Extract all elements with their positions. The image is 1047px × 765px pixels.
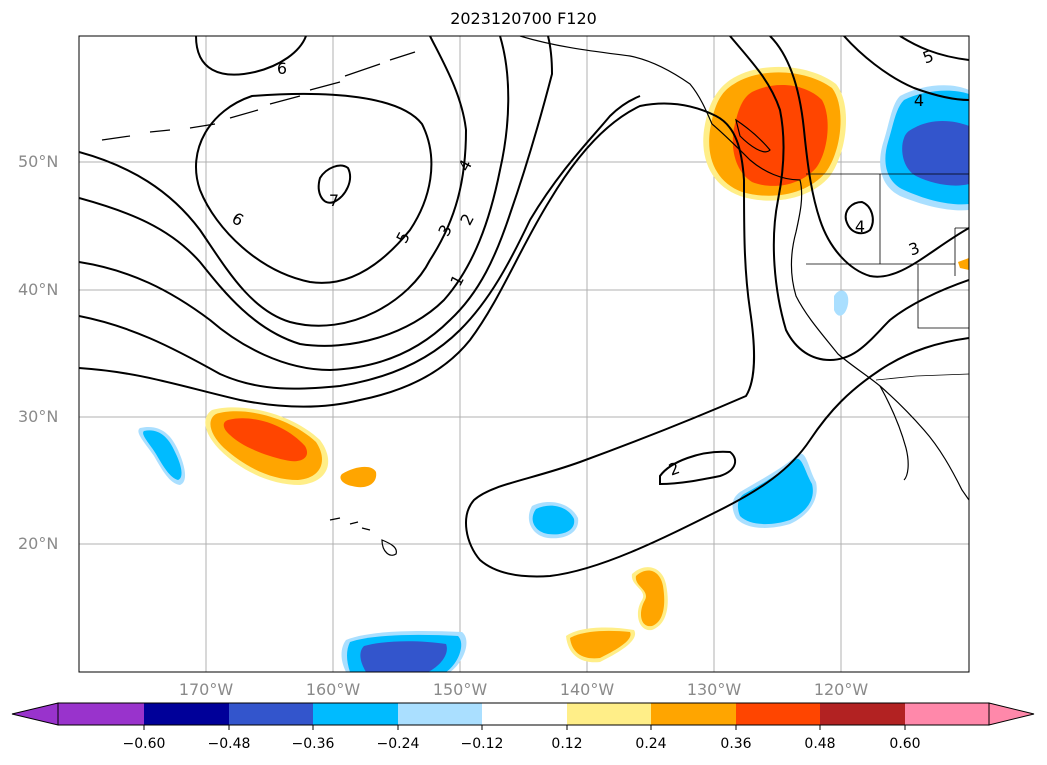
- colorbar-bin-highest: [905, 703, 989, 725]
- us-mexico-border: [875, 373, 969, 381]
- warm-anomaly-small: [340, 466, 377, 488]
- contour-1: [79, 102, 969, 578]
- west-coast: [711, 123, 969, 501]
- contour-4-north: [843, 36, 969, 101]
- baja-peninsula: [879, 385, 909, 481]
- lon-label-160w: 160°W: [305, 680, 361, 699]
- colorbar-bin-2: [229, 703, 313, 725]
- warm-anomaly-south1-core: [570, 630, 631, 659]
- anomaly-fills: [138, 66, 969, 672]
- colorbar-label: −0.24: [376, 736, 420, 752]
- colorbar-bin-1: [144, 703, 229, 725]
- lon-label-150w: 150°W: [432, 680, 488, 699]
- warm-anomaly-west-peak: [223, 418, 308, 462]
- lat-label-40n: 40°N: [18, 280, 59, 299]
- colorbar-label: 0.36: [720, 736, 752, 752]
- aleutian-islands: [101, 51, 416, 141]
- colorbar-label: −0.36: [291, 736, 335, 752]
- map-frame: [78, 35, 970, 673]
- contour-2-east: [729, 36, 969, 362]
- colorbar-label: 0.24: [635, 736, 667, 752]
- lat-label-20n: 20°N: [18, 534, 59, 553]
- colorbar-extend-low: [11, 702, 59, 726]
- colorbar-label: −0.12: [460, 736, 504, 752]
- cold-anomaly-south-peak: [360, 641, 447, 672]
- borders: [806, 173, 969, 381]
- lon-label-120w: 120°W: [813, 680, 869, 699]
- colorbar-label: −0.60: [122, 736, 166, 752]
- contour-6-west: [195, 36, 307, 76]
- cold-anomaly-east-core: [737, 458, 813, 525]
- hawaii-islands: [329, 517, 397, 556]
- colorbar-frame: [57, 702, 990, 726]
- contour-2: [79, 95, 641, 390]
- colorbar-bin-4: [398, 703, 482, 725]
- lat-label-50n: 50°N: [18, 152, 59, 171]
- map-title: 2023120700 F120: [450, 9, 597, 28]
- warm-anomaly-edge: [958, 258, 969, 270]
- contours: [79, 36, 969, 578]
- colorbar-bin-6: [567, 703, 651, 725]
- contour-6-main: [195, 92, 433, 284]
- colorbar-bin-5: [482, 703, 567, 725]
- lon-label-130w: 130°W: [686, 680, 742, 699]
- alaska-coast: [519, 36, 713, 125]
- contour-label-4-north: 4: [914, 91, 924, 110]
- colorbar-extend-high: [988, 702, 1035, 726]
- colorbar-bin-3: [313, 703, 398, 725]
- contour-3-east: [769, 36, 969, 278]
- cold-anomaly-canada-peak: [902, 121, 969, 186]
- contour-7: [317, 164, 352, 204]
- contour-4: [79, 36, 510, 347]
- contour-5-north: [899, 36, 969, 61]
- colorbar-bin-7: [651, 703, 736, 725]
- colorbar-label: −0.48: [207, 736, 251, 752]
- vancouver-island: [735, 118, 771, 153]
- colorbar: [11, 702, 1035, 730]
- state-line-3: [917, 264, 969, 329]
- contour-label-4-east: 4: [855, 217, 865, 236]
- colorbar-label: 0.48: [804, 736, 836, 752]
- lon-label-140w: 140°W: [559, 680, 615, 699]
- contour-4-east: [844, 200, 874, 235]
- warm-anomaly-south2-core: [635, 570, 665, 627]
- colorbar-bin-lowest: [58, 703, 144, 725]
- contour-3: [79, 36, 554, 372]
- cold-anomaly-central-core: [532, 505, 575, 535]
- colorbar-bin-9: [820, 703, 905, 725]
- colorbar-ticks: [143, 725, 906, 730]
- colorbar-bin-8: [736, 703, 820, 725]
- cold-anomaly-dateline-core: [143, 430, 182, 480]
- contour-2-loop: [659, 450, 737, 486]
- contour-label-6-north: 6: [277, 59, 287, 78]
- lon-label-170w: 170°W: [178, 680, 234, 699]
- colorbar-label: 0.12: [551, 736, 583, 752]
- lat-label-30n: 30°N: [18, 407, 59, 426]
- contour-label-7: 7: [329, 191, 339, 210]
- contour-5: [79, 36, 468, 327]
- coastlines: [101, 36, 969, 556]
- colorbar-label: 0.60: [889, 736, 921, 752]
- warm-anomaly-pnw-peak: [732, 85, 828, 186]
- cold-anomaly-socal: [834, 290, 849, 316]
